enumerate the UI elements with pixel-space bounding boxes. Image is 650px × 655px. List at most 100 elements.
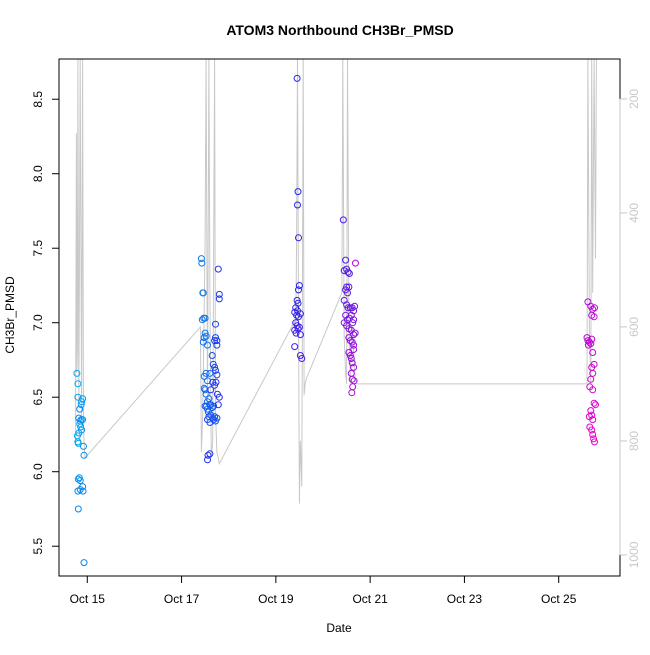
data-point xyxy=(591,438,598,446)
data-point xyxy=(348,359,356,367)
data-point xyxy=(79,395,87,403)
data-point xyxy=(198,259,206,267)
data-point xyxy=(74,393,82,401)
data-point xyxy=(79,487,87,495)
x-tick-label: Oct 25 xyxy=(541,592,577,606)
data-point xyxy=(204,341,211,349)
data-point xyxy=(208,352,216,359)
data-point xyxy=(215,295,223,303)
x-tick-label: Oct 17 xyxy=(164,592,200,606)
data-point xyxy=(293,74,301,82)
data-point xyxy=(296,331,304,339)
data-point xyxy=(214,401,222,409)
data-point xyxy=(350,363,358,371)
data-point xyxy=(344,268,352,276)
data-point xyxy=(296,310,304,318)
data-point xyxy=(592,401,599,409)
data-point xyxy=(294,201,301,209)
data-point xyxy=(590,435,598,443)
data-point xyxy=(346,352,354,359)
data-point xyxy=(79,416,87,424)
y-tick-label: 5.5 xyxy=(31,538,45,555)
data-point xyxy=(80,451,88,459)
data-point xyxy=(294,188,302,196)
data-point xyxy=(202,369,210,377)
data-point xyxy=(348,375,356,383)
data-point xyxy=(351,302,359,310)
y-tick-label: 7.0 xyxy=(31,314,45,331)
data-point xyxy=(213,337,221,345)
data-point xyxy=(74,475,82,483)
secondary-series xyxy=(75,59,597,504)
y2-tick-label: 400 xyxy=(627,203,641,223)
data-point xyxy=(294,325,302,333)
data-point xyxy=(590,313,598,321)
chart-title: ATOM3 Northbound CH3Br_PMSD xyxy=(226,22,453,38)
data-point xyxy=(350,346,358,353)
data-point xyxy=(80,442,87,450)
x-tick-label: Oct 23 xyxy=(447,592,483,606)
data-point xyxy=(591,304,598,312)
data-point xyxy=(589,416,597,424)
data-point xyxy=(350,316,358,324)
data-point xyxy=(339,216,347,224)
y-tick-label: 8.5 xyxy=(31,91,45,108)
data-point xyxy=(75,474,83,482)
data-point xyxy=(212,366,219,374)
y-tick-label: 8.0 xyxy=(31,165,45,182)
data-point xyxy=(215,290,223,298)
data-point xyxy=(347,355,355,362)
data-point xyxy=(199,289,207,297)
data-point xyxy=(344,289,351,297)
y-axis-label: CH3Br_PMSD xyxy=(3,276,17,354)
data-point xyxy=(295,286,302,294)
data-point xyxy=(293,296,301,304)
data-point xyxy=(292,329,300,337)
data-point xyxy=(73,369,81,377)
y2-tick-label: 600 xyxy=(627,317,641,337)
data-point xyxy=(204,456,211,464)
data-point xyxy=(295,234,302,242)
data-point xyxy=(213,371,221,379)
data-point xyxy=(349,319,357,327)
plot-frame xyxy=(58,58,621,577)
data-point xyxy=(295,282,303,289)
data-point xyxy=(352,259,359,267)
data-point xyxy=(80,559,88,567)
data-point xyxy=(201,314,209,322)
data-point xyxy=(588,335,596,343)
data-point xyxy=(207,386,215,394)
y-tick-label: 7.5 xyxy=(31,240,45,257)
data-point xyxy=(200,334,208,342)
data-point xyxy=(293,311,301,319)
data-point xyxy=(204,451,212,459)
data-point xyxy=(79,483,87,491)
data-point xyxy=(76,477,84,485)
data-point xyxy=(348,389,356,397)
data-point xyxy=(342,256,350,264)
x-axis-label: Date xyxy=(326,621,352,635)
data-point xyxy=(587,375,595,383)
data-point xyxy=(350,341,358,349)
data-point xyxy=(197,255,205,263)
data-point xyxy=(589,431,597,438)
secondary-line xyxy=(75,59,597,504)
data-point xyxy=(208,404,216,412)
data-point xyxy=(589,386,597,394)
y-axis: 5.5 6.0 6.5 7.0 7.5 8.0 8.5 xyxy=(31,91,60,555)
data-point xyxy=(345,270,353,277)
data-point xyxy=(349,383,357,391)
y-tick-label: 6.0 xyxy=(31,463,45,480)
data-point xyxy=(298,355,306,362)
data-point xyxy=(212,320,219,328)
data-point xyxy=(346,337,354,345)
data-point xyxy=(74,380,82,388)
data-point xyxy=(201,329,209,337)
data-point xyxy=(210,402,218,410)
data-point xyxy=(584,298,592,306)
data-point xyxy=(77,423,85,431)
data-point xyxy=(78,398,86,406)
y-tick-label: 6.5 xyxy=(31,389,45,406)
data-point xyxy=(589,349,597,356)
